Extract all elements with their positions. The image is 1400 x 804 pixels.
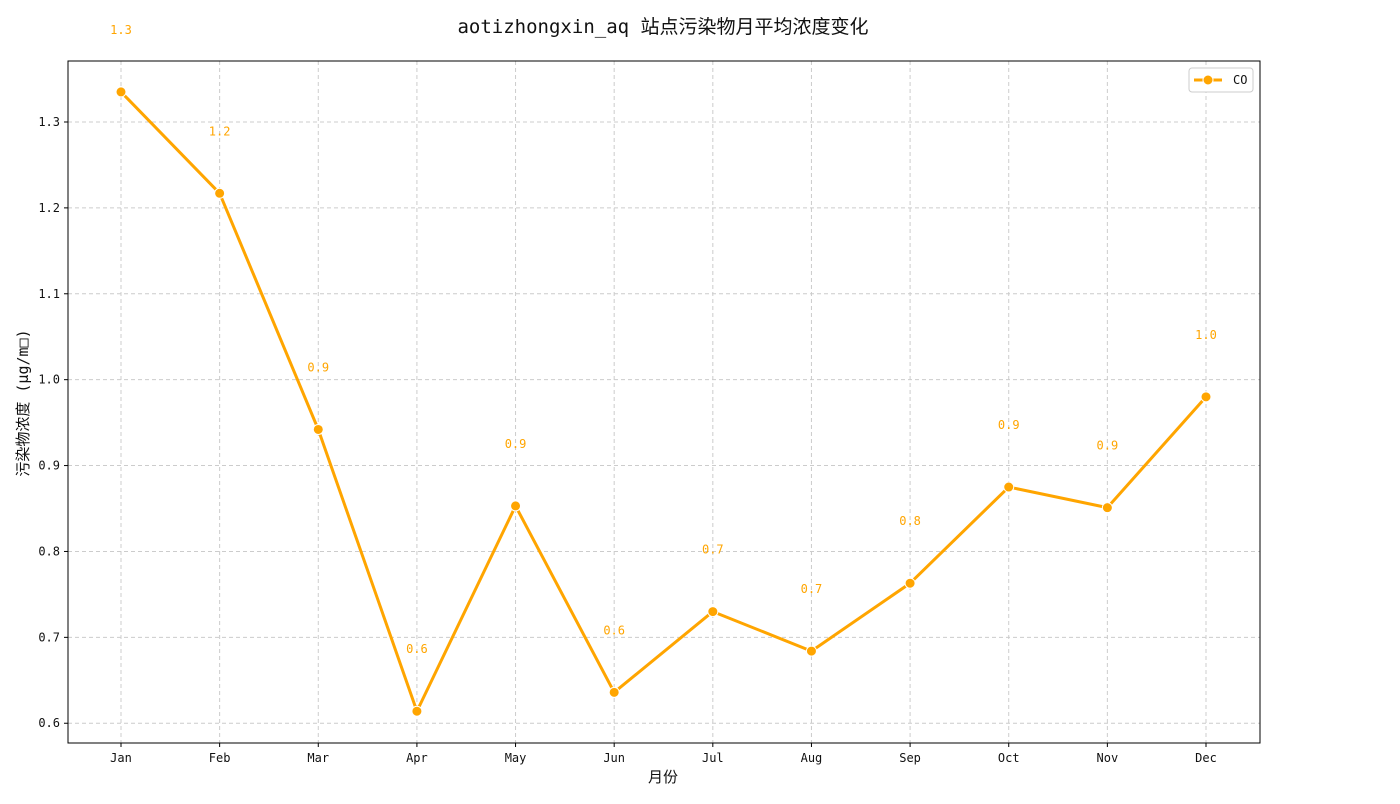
x-tick-label: Jul — [702, 751, 724, 765]
x-tick-label: Aug — [801, 751, 823, 765]
x-tick-label: Jan — [110, 751, 132, 765]
data-label: 0.8 — [899, 514, 921, 528]
data-labels: 1.3 1.2 0.9 0.6 0.9 0.6 0.7 0.7 0.8 0.9 0.9 1.0 — [110, 23, 1217, 656]
x-axis-ticks: Jan Feb Mar Apr May Jun Jul Aug Sep Oct Nov Dec — [110, 743, 1217, 765]
data-label: 0.9 — [307, 360, 329, 374]
data-label: 0.9 — [1097, 439, 1119, 453]
series-layer — [115, 86, 1212, 717]
data-point — [1003, 481, 1015, 493]
x-tick-label: Mar — [307, 751, 329, 765]
data-label: 1.3 — [110, 23, 132, 37]
y-tick-label: 1.0 — [38, 373, 60, 387]
data-point — [707, 606, 719, 618]
data-label: 0.6 — [603, 623, 625, 637]
x-tick-label: Dec — [1195, 751, 1217, 765]
data-label: 1.0 — [1195, 328, 1217, 342]
series-line-co — [119, 90, 1208, 713]
x-tick-label: Jun — [603, 751, 625, 765]
y-tick-label: 0.6 — [38, 716, 60, 730]
data-point — [904, 577, 916, 589]
x-tick-label: Feb — [209, 751, 231, 765]
data-label: 0.7 — [702, 543, 724, 557]
legend-marker-icon — [1202, 74, 1214, 86]
legend: CO — [1188, 67, 1254, 93]
data-label: 0.9 — [505, 437, 527, 451]
grid-lines — [68, 61, 1260, 743]
data-label: 1.2 — [209, 124, 231, 138]
x-tick-label: Nov — [1097, 751, 1119, 765]
plot-frame — [67, 60, 1261, 744]
y-tick-label: 1.3 — [38, 115, 60, 129]
data-point — [608, 686, 620, 698]
data-label: 0.6 — [406, 642, 428, 656]
data-point — [510, 500, 522, 512]
x-axis-label: 月份 — [648, 768, 678, 786]
y-tick-label: 0.9 — [38, 459, 60, 473]
x-tick-label: Oct — [998, 751, 1020, 765]
y-tick-label: 1.1 — [38, 287, 60, 301]
data-point — [1101, 502, 1113, 514]
x-tick-label: May — [505, 751, 527, 765]
y-tick-label: 0.7 — [38, 630, 60, 644]
x-tick-label: Apr — [406, 751, 428, 765]
data-point — [312, 423, 324, 435]
y-axis-ticks: 0.6 0.7 0.8 0.9 1.0 1.1 1.2 1.3 — [38, 115, 68, 730]
legend-label-co: CO — [1233, 73, 1247, 87]
data-label: 0.7 — [801, 582, 823, 596]
data-point — [1200, 391, 1212, 403]
data-point — [411, 705, 423, 717]
x-tick-label: Sep — [899, 751, 921, 765]
data-label: 0.9 — [998, 418, 1020, 432]
y-tick-label: 0.8 — [38, 544, 60, 558]
data-point — [115, 86, 127, 98]
chart-title: aotizhongxin_aq 站点污染物月平均浓度变化 — [457, 16, 868, 38]
y-axis-label: 污染物浓度 (μg/m□) — [14, 329, 32, 476]
data-point — [214, 187, 226, 199]
y-tick-label: 1.2 — [38, 201, 60, 215]
data-point — [805, 645, 817, 657]
